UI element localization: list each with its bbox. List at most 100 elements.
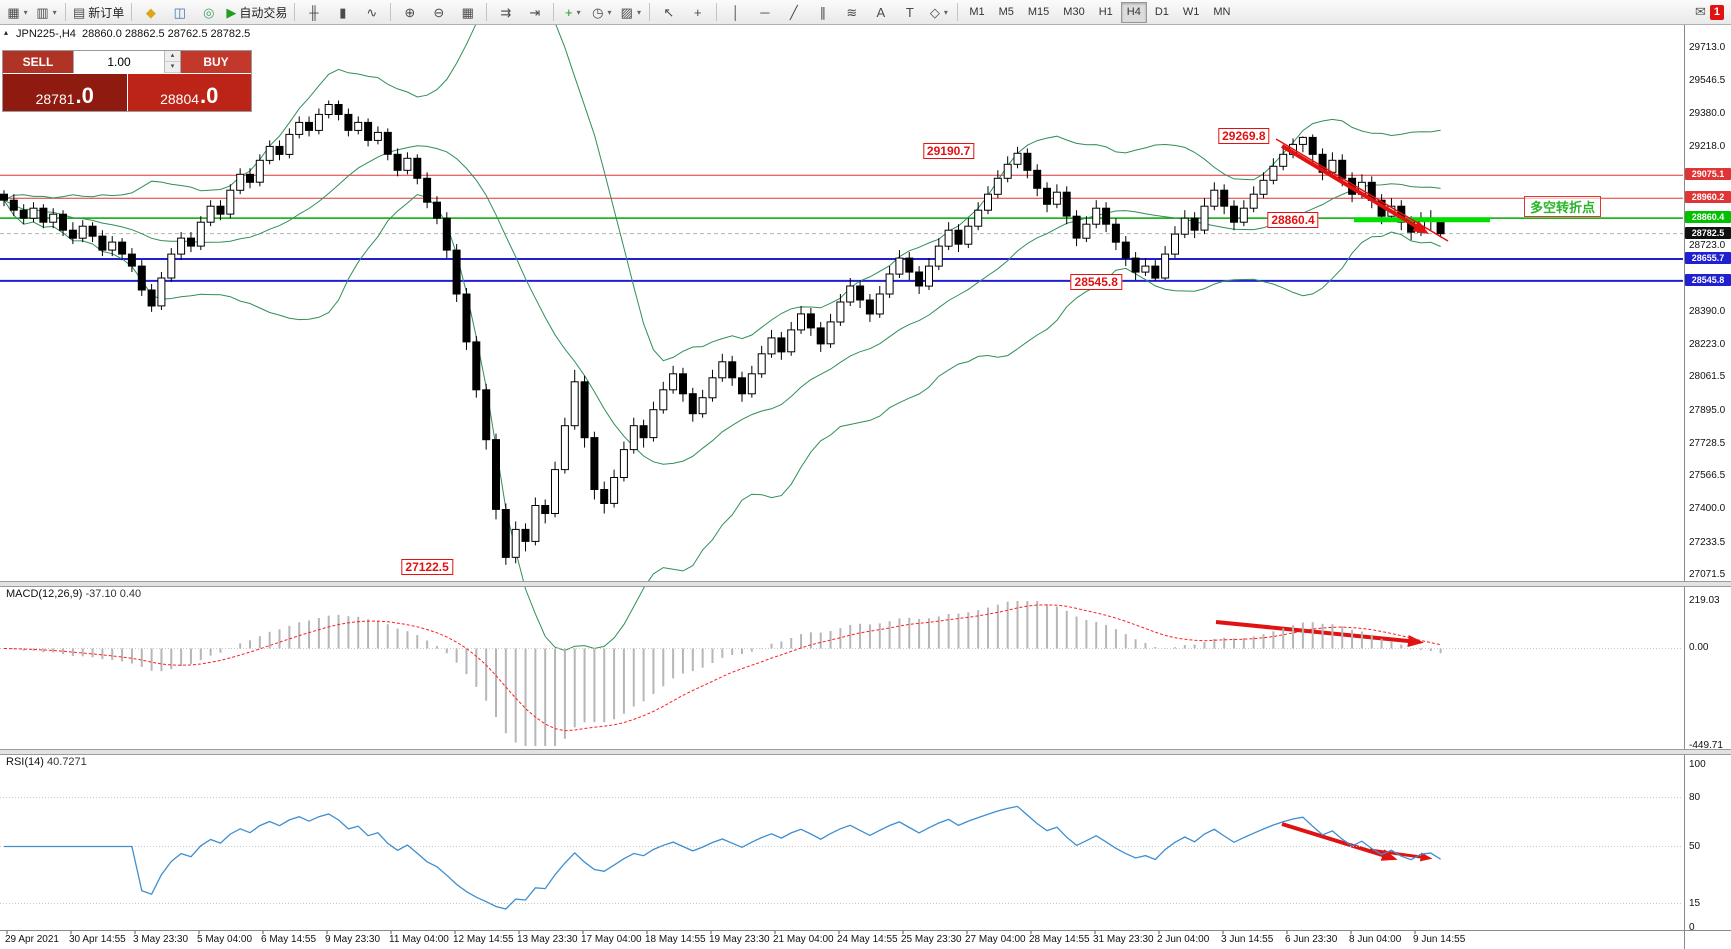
- market-watch-icon[interactable]: ◫: [165, 1, 194, 24]
- chart-profiles-icon: ▥: [36, 4, 49, 20]
- auto-scroll-icon[interactable]: ⇉: [491, 1, 520, 24]
- label-tool-icon[interactable]: T: [895, 1, 924, 24]
- toolbar-separator: [716, 3, 718, 21]
- channel-tool-icon[interactable]: ∥: [808, 1, 837, 24]
- crosshair-icon[interactable]: +: [683, 1, 712, 24]
- chart-profiles-dropdown-icon: ▾: [52, 7, 57, 17]
- line-chart-mode-icon[interactable]: ∿: [357, 1, 386, 24]
- timeframe-m1-button[interactable]: M1: [969, 6, 985, 18]
- metaeditor-icon: ◆: [145, 4, 156, 20]
- periods-icon: ◷: [592, 4, 604, 20]
- tile-windows-icon[interactable]: ▦: [453, 1, 482, 24]
- vertical-line-tool-icon[interactable]: │: [721, 1, 750, 24]
- timeframe-d1-button[interactable]: D1: [1154, 6, 1169, 18]
- sell-button[interactable]: SELL: [3, 51, 73, 73]
- symbol-ohlc: 28860.0 28862.5 28762.5 28782.5: [82, 28, 251, 40]
- new-order-button[interactable]: ▤ 新订单: [70, 1, 127, 24]
- periods-dropdown-icon: ▾: [607, 7, 612, 17]
- channel-tool-icon: ∥: [819, 4, 827, 20]
- tile-windows-icon: ▦: [461, 4, 474, 20]
- line-chart-mode-icon: ∿: [366, 4, 378, 20]
- candle-chart-mode-icon[interactable]: ▮: [328, 1, 357, 24]
- one-click-collapse-icon[interactable]: ▴: [4, 28, 9, 37]
- shapes-tool-icon: ◇: [929, 4, 940, 20]
- auto-scroll-icon: ⇉: [500, 4, 512, 20]
- one-click-trading-panel: SELL 1.00 ▴ ▾ BUY 28781.0 28804.0: [2, 50, 252, 112]
- toolbar-separator: [486, 3, 488, 21]
- volume-value[interactable]: 1.00: [107, 55, 131, 69]
- fibonacci-tool-icon: ≋: [846, 4, 858, 20]
- zoom-out-icon[interactable]: ⊖: [424, 1, 453, 24]
- fibonacci-tool-icon[interactable]: ≋: [837, 1, 866, 24]
- periods-icon[interactable]: ◷ ▾: [587, 1, 616, 24]
- indicators-icon[interactable]: + ▾: [558, 1, 587, 24]
- volume-field[interactable]: 1.00 ▴ ▾: [73, 51, 181, 73]
- buy-price-pips: .0: [200, 83, 219, 108]
- indicators-dropdown-icon: ▾: [576, 7, 581, 17]
- macd-pane-label: MACD(12,26,9) -37.10 0.40: [6, 588, 141, 600]
- cursor-icon: ↖: [663, 4, 675, 20]
- pane-separator-rsi[interactable]: [0, 749, 1731, 755]
- volume-spinner[interactable]: ▴ ▾: [164, 51, 180, 73]
- sell-price-pips: .0: [75, 83, 94, 108]
- chart-shift-icon[interactable]: ⇥: [520, 1, 549, 24]
- autotrade-label: 自动交易: [239, 5, 288, 20]
- navigator-icon: ◎: [203, 4, 215, 20]
- autotrade-icon: ▶: [226, 4, 237, 20]
- zoom-in-icon[interactable]: ⊕: [395, 1, 424, 24]
- new-chart-icon[interactable]: ▦ ▾: [3, 1, 32, 24]
- horizontal-line-tool-icon[interactable]: ─: [750, 1, 779, 24]
- navigator-icon[interactable]: ◎: [194, 1, 223, 24]
- bar-chart-mode-icon[interactable]: ╫: [299, 1, 328, 24]
- templates-dropdown-icon: ▾: [636, 7, 641, 17]
- volume-up-icon[interactable]: ▴: [165, 51, 180, 62]
- buy-price-value: 28804: [160, 90, 200, 107]
- notification-area[interactable]: ✉ 1: [1695, 4, 1724, 20]
- turning-point-annotation: 多空转折点: [1524, 196, 1602, 217]
- toolbar-separator: [390, 3, 392, 21]
- volume-down-icon[interactable]: ▾: [165, 62, 180, 73]
- toolbar: ▦ ▾ ▥ ▾ ▤ 新订单 ◆ ◫ ◎ ▶ 自动交易 ╫ ▮ ∿ ⊕ ⊖ ▦ ⇉ ⇥ + ▾ ◷ ▾ ▨ ▾ ↖ + │ ─ ╱ ∥ ≋ A T ◇…: [0, 0, 1731, 25]
- text-tool-icon[interactable]: A: [866, 1, 895, 24]
- autotrade-button[interactable]: ▶ 自动交易: [223, 1, 290, 24]
- pane-separator-macd[interactable]: [0, 581, 1731, 587]
- message-icon: ✉: [1694, 4, 1706, 19]
- zoom-out-icon: ⊖: [433, 4, 445, 20]
- sell-price-value: 28781: [35, 90, 75, 107]
- toolbar-separator: [957, 3, 959, 21]
- buy-button[interactable]: BUY: [181, 51, 251, 73]
- vertical-line-tool-icon: │: [731, 4, 740, 20]
- horizontal-line-tool-icon: ─: [760, 4, 770, 20]
- text-tool-icon: A: [876, 4, 886, 20]
- metaeditor-icon[interactable]: ◆: [136, 1, 165, 24]
- crosshair-icon: +: [694, 4, 702, 20]
- timeframe-mn-button[interactable]: MN: [1213, 6, 1231, 18]
- candle-chart-mode-icon: ▮: [339, 4, 347, 20]
- trendline-tool-icon: ╱: [789, 4, 798, 20]
- sell-price[interactable]: 28781.0: [3, 74, 128, 111]
- bar-chart-mode-icon: ╫: [309, 4, 319, 20]
- timeframe-h4-button[interactable]: H4: [1120, 1, 1147, 23]
- templates-icon[interactable]: ▨ ▾: [616, 1, 645, 24]
- toolbar-separator: [553, 3, 555, 21]
- timeframe-w1-button[interactable]: W1: [1182, 6, 1200, 18]
- zoom-in-icon: ⊕: [404, 4, 416, 20]
- toolbar-separator: [649, 3, 651, 21]
- timeframe-h1-button[interactable]: H1: [1098, 6, 1113, 18]
- chart-profiles-icon[interactable]: ▥ ▾: [32, 1, 61, 24]
- rsi-pane-label: RSI(14) 40.7271: [6, 756, 87, 768]
- trendline-tool-icon[interactable]: ╱: [779, 1, 808, 24]
- timeframe-m5-button[interactable]: M5: [998, 6, 1014, 18]
- shapes-tool-icon[interactable]: ◇ ▾: [924, 1, 953, 24]
- new-chart-dropdown-icon: ▾: [23, 7, 28, 17]
- timeframe-m15-button[interactable]: M15: [1027, 6, 1050, 18]
- timeframe-m30-button[interactable]: M30: [1063, 6, 1085, 18]
- macd-values: -37.10 0.40: [85, 588, 142, 600]
- cursor-icon[interactable]: ↖: [654, 1, 683, 24]
- buy-price[interactable]: 28804.0: [127, 74, 251, 111]
- notification-badge: 1: [1709, 4, 1724, 20]
- toolbar-separator: [65, 3, 66, 21]
- templates-icon: ▨: [620, 4, 633, 20]
- chart-shift-icon: ⇥: [529, 4, 541, 20]
